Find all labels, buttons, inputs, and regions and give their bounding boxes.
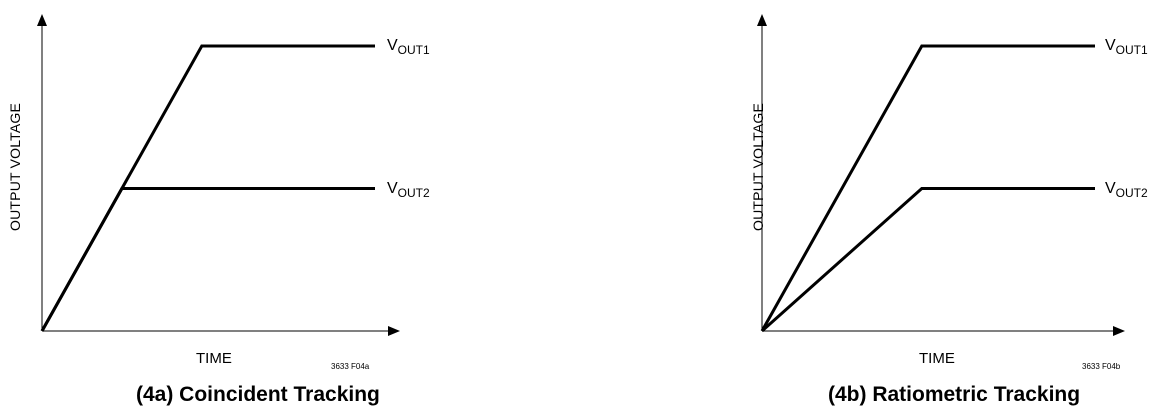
- x-axis-arrowhead: [388, 326, 400, 336]
- chart-panel-4a: OUTPUT VOLTAGE TIME 3633 F04a (4a) Coinc…: [7, 14, 430, 406]
- series-line-out1: [760, 44, 1095, 332]
- figure-code: 3633 F04b: [1082, 362, 1121, 371]
- series-label-main: V: [387, 180, 398, 197]
- chart-panel-4b: OUTPUT VOLTAGE TIME 3633 F04b (4b) Ratio…: [720, 0, 1150, 412]
- series-label-subscript: OUT2: [1115, 186, 1148, 200]
- y-axis-arrowhead: [757, 14, 767, 26]
- series-line-out2: [761, 187, 1095, 333]
- y-axis-label: OUTPUT VOLTAGE: [750, 102, 766, 231]
- series-label-subscript: OUT1: [397, 43, 430, 57]
- x-axis-arrowhead: [1113, 326, 1125, 336]
- series-label-vout1: VOUT1: [387, 37, 430, 57]
- y-axis-arrowhead: [37, 14, 47, 26]
- series-label-main: V: [1105, 37, 1116, 54]
- chart-svg-4b: [757, 14, 1125, 336]
- series-label-vout2: VOUT2: [1105, 180, 1148, 200]
- series-label-subscript: OUT2: [397, 186, 430, 200]
- series-label-subscript: OUT1: [1115, 43, 1148, 57]
- chart-svg-4a: [37, 14, 400, 336]
- series-label-main: V: [387, 37, 398, 54]
- figure-code: 3633 F04a: [331, 362, 370, 371]
- series-label-main: V: [1105, 180, 1116, 197]
- series-label-vout2: VOUT2: [387, 180, 430, 200]
- x-axis-label: TIME: [919, 350, 955, 367]
- series-line-out2: [40, 187, 375, 332]
- chart-title: (4a) Coincident Tracking: [136, 383, 380, 406]
- x-axis-label: TIME: [196, 350, 232, 367]
- series-label-vout1: VOUT1: [1105, 37, 1148, 57]
- chart-title: (4b) Ratiometric Tracking: [828, 383, 1081, 406]
- y-axis-label: OUTPUT VOLTAGE: [7, 102, 23, 231]
